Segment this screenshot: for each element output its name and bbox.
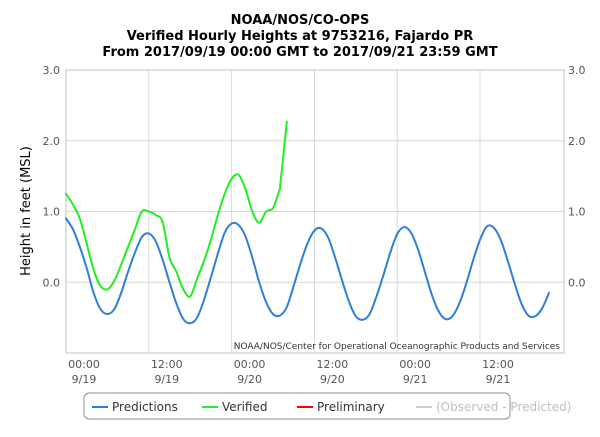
x-tick-label-time: 12:00 <box>317 358 349 371</box>
legend: Predictions Verified Preliminary (Observed … <box>92 400 571 414</box>
y-tick-label-left: 0.0 <box>43 276 61 289</box>
legend-label: Predictions <box>112 400 178 414</box>
legend-item[interactable]: (Observed - Predicted) <box>416 400 571 414</box>
legend-item[interactable]: Verified <box>202 400 268 414</box>
x-tick-label-time: 00:00 <box>234 358 266 371</box>
series-line-verified <box>65 173 281 298</box>
y-axis-title: Height in feet (MSL) <box>19 146 34 276</box>
legend-label: (Observed - Predicted) <box>436 400 571 414</box>
y-tick-label-left: 2.0 <box>43 135 61 148</box>
x-tick-label-date: 9/21 <box>403 373 428 386</box>
y-tick-label-left: 1.0 <box>43 206 61 219</box>
y-tick-label-left: 3.0 <box>43 64 61 77</box>
x-tick-label-date: 9/20 <box>237 373 262 386</box>
series-group <box>65 120 550 325</box>
series-line-predictions <box>65 217 550 325</box>
y-tick-label-right: 2.0 <box>568 135 586 148</box>
chart-title-line-1: NOAA/NOS/CO-OPS <box>231 13 370 28</box>
y-tick-label-right: 0.0 <box>568 276 586 289</box>
x-tick-label-time: 00:00 <box>68 358 100 371</box>
credit-text: NOAA/NOS/Center for Operational Oceanogr… <box>234 342 561 352</box>
y-tick-label-right: 1.0 <box>568 206 586 219</box>
x-axis: 00:00 9/19 12:00 9/19 00:00 9/20 12:00 9/20 00:0… <box>68 358 514 386</box>
x-tick-label-time: 00:00 <box>399 358 431 371</box>
x-tick-label-time: 12:00 <box>482 358 514 371</box>
legend-item[interactable]: Predictions <box>92 400 178 414</box>
y-axis-right: 3.0 2.0 1.0 0.0 <box>568 64 586 289</box>
chart-title-line-2: Verified Hourly Heights at 9753216, Faja… <box>127 29 474 44</box>
legend-label: Verified <box>222 400 268 414</box>
series-line-verified <box>278 120 288 190</box>
legend-label: Preliminary <box>317 400 385 414</box>
x-tick-label-date: 9/20 <box>320 373 345 386</box>
x-tick-label-date: 9/21 <box>486 373 511 386</box>
x-tick-label-date: 9/19 <box>154 373 179 386</box>
legend-item[interactable]: Preliminary <box>297 400 385 414</box>
x-tick-label-date: 9/19 <box>72 373 97 386</box>
y-tick-label-right: 3.0 <box>568 64 586 77</box>
y-axis-left: 3.0 2.0 1.0 0.0 <box>43 64 61 289</box>
plot-border <box>65 69 565 354</box>
x-tick-label-time: 12:00 <box>151 358 183 371</box>
chart-title-line-3: From 2017/09/19 00:00 GMT to 2017/09/21 … <box>102 45 497 60</box>
